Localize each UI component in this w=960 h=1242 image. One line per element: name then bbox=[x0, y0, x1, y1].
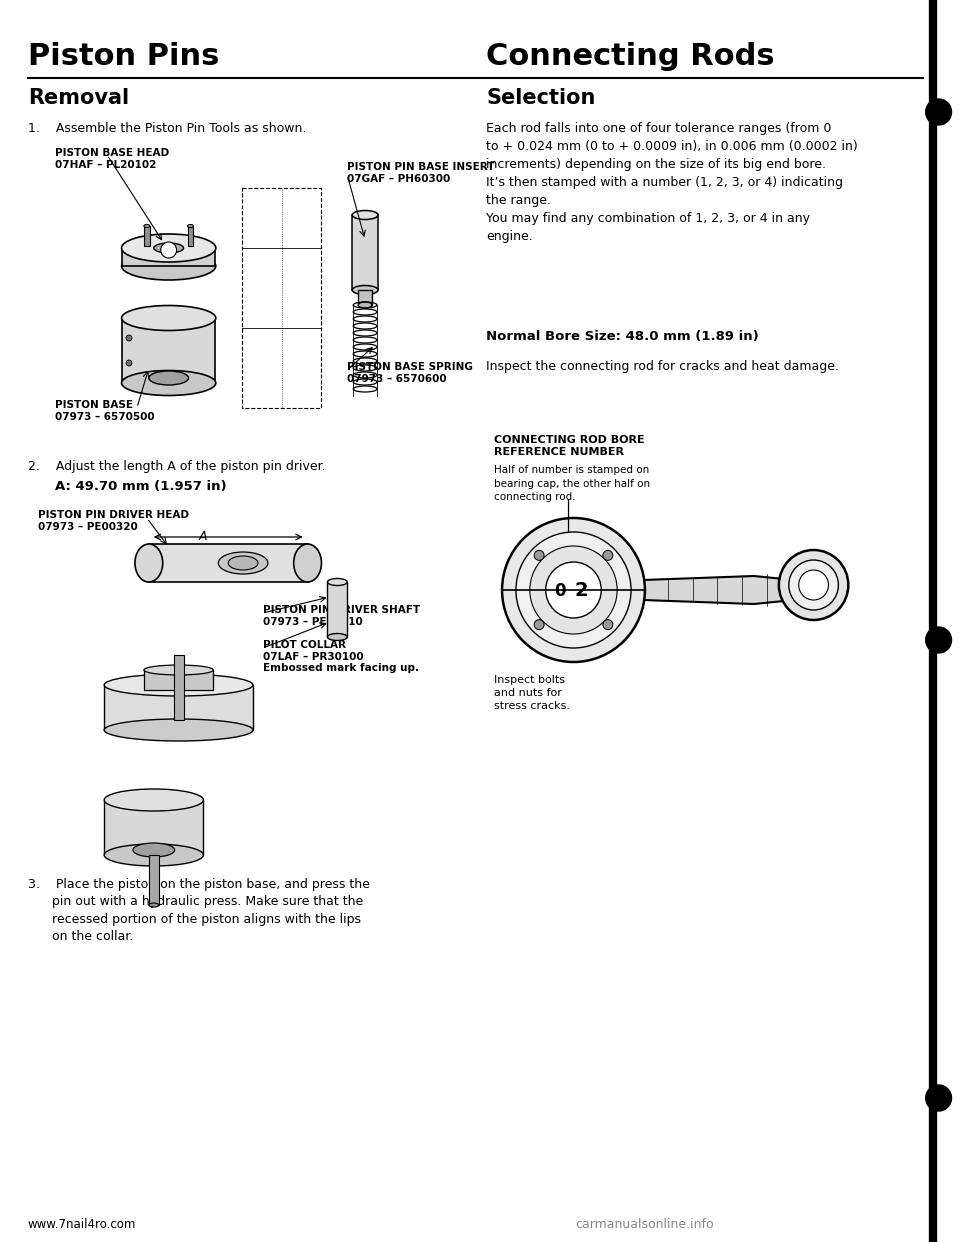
Ellipse shape bbox=[105, 674, 253, 696]
Bar bbox=[122, 318, 215, 383]
Circle shape bbox=[925, 99, 951, 125]
Text: 2.    Adjust the length A of the piston pin driver.: 2. Adjust the length A of the piston pin… bbox=[28, 460, 325, 473]
Bar bbox=[352, 215, 378, 289]
Circle shape bbox=[603, 620, 612, 630]
Ellipse shape bbox=[144, 664, 213, 674]
Ellipse shape bbox=[327, 579, 348, 585]
Text: Inspect the connecting rod for cracks and heat damage.: Inspect the connecting rod for cracks an… bbox=[486, 360, 839, 373]
Ellipse shape bbox=[327, 633, 348, 641]
Ellipse shape bbox=[187, 225, 194, 227]
Text: PISTON PIN BASE INSERT
07GAF – PH60300: PISTON PIN BASE INSERT 07GAF – PH60300 bbox=[348, 161, 494, 184]
Text: PISTON BASE HEAD
07HAF – PL20102: PISTON BASE HEAD 07HAF – PL20102 bbox=[55, 148, 169, 170]
Ellipse shape bbox=[135, 544, 162, 582]
Text: A: 49.70 mm (1.957 in): A: 49.70 mm (1.957 in) bbox=[55, 479, 227, 493]
Text: Inspect bolts
and nuts for
stress cracks.: Inspect bolts and nuts for stress cracks… bbox=[494, 674, 570, 712]
Text: PISTON BASE
07973 – 6570500: PISTON BASE 07973 – 6570500 bbox=[55, 400, 155, 421]
Ellipse shape bbox=[105, 719, 253, 741]
Circle shape bbox=[925, 627, 951, 653]
Circle shape bbox=[126, 360, 132, 366]
Ellipse shape bbox=[105, 789, 204, 811]
Circle shape bbox=[126, 335, 132, 342]
Ellipse shape bbox=[122, 252, 216, 279]
Polygon shape bbox=[794, 578, 804, 600]
Text: 3.    Place the piston on the piston base, and press the
      pin out with a hy: 3. Place the piston on the piston base, … bbox=[28, 878, 370, 944]
Ellipse shape bbox=[122, 233, 216, 262]
Text: Removal: Removal bbox=[28, 88, 129, 108]
Ellipse shape bbox=[149, 371, 188, 385]
Circle shape bbox=[534, 620, 544, 630]
Bar bbox=[327, 582, 348, 637]
Circle shape bbox=[160, 242, 177, 258]
Circle shape bbox=[789, 560, 838, 610]
Circle shape bbox=[545, 561, 601, 619]
Ellipse shape bbox=[352, 286, 378, 294]
Bar bbox=[105, 686, 253, 730]
Text: Each rod falls into one of four tolerance ranges (from 0
to + 0.024 mm (0 to + 0: Each rod falls into one of four toleranc… bbox=[486, 122, 858, 243]
Text: www.7nail4ro.com: www.7nail4ro.com bbox=[28, 1218, 136, 1231]
Bar bbox=[358, 289, 372, 306]
Text: Connecting Rods: Connecting Rods bbox=[486, 42, 775, 71]
Circle shape bbox=[502, 518, 645, 662]
Bar bbox=[122, 248, 215, 266]
Circle shape bbox=[925, 1086, 951, 1112]
Text: 0: 0 bbox=[554, 582, 565, 600]
Text: CONNECTING ROD BORE
REFERENCE NUMBER: CONNECTING ROD BORE REFERENCE NUMBER bbox=[494, 435, 645, 457]
Circle shape bbox=[779, 550, 849, 620]
Text: A: A bbox=[199, 530, 207, 543]
Text: PISTON PIN DRIVER HEAD
07973 – PE00320: PISTON PIN DRIVER HEAD 07973 – PE00320 bbox=[37, 510, 189, 532]
Text: 2: 2 bbox=[575, 581, 588, 600]
Bar bbox=[149, 854, 158, 905]
Bar bbox=[149, 544, 307, 582]
Text: Selection: Selection bbox=[486, 88, 595, 108]
Circle shape bbox=[534, 550, 544, 560]
Ellipse shape bbox=[154, 243, 183, 253]
Circle shape bbox=[603, 550, 612, 560]
Text: PILOT COLLAR
07LAF – PR30100
Embossed mark facing up.: PILOT COLLAR 07LAF – PR30100 Embossed ma… bbox=[263, 640, 419, 673]
Bar bbox=[105, 800, 204, 854]
Bar bbox=[187, 226, 194, 246]
Text: 1.    Assemble the Piston Pin Tools as shown.: 1. Assemble the Piston Pin Tools as show… bbox=[28, 122, 306, 135]
Bar bbox=[144, 669, 213, 691]
Bar bbox=[174, 655, 183, 720]
Text: Normal Bore Size: 48.0 mm (1.89 in): Normal Bore Size: 48.0 mm (1.89 in) bbox=[486, 330, 759, 343]
Ellipse shape bbox=[122, 370, 216, 395]
Text: PISTON PIN DRIVER SHAFT
07973 – PE00310: PISTON PIN DRIVER SHAFT 07973 – PE00310 bbox=[263, 605, 420, 627]
Circle shape bbox=[799, 570, 828, 600]
Ellipse shape bbox=[149, 903, 158, 907]
Bar bbox=[144, 226, 150, 246]
Ellipse shape bbox=[122, 306, 216, 330]
Ellipse shape bbox=[294, 544, 322, 582]
Text: Half of number is stamped on
bearing cap, the other half on
connecting rod.: Half of number is stamped on bearing cap… bbox=[494, 465, 650, 502]
Ellipse shape bbox=[352, 210, 378, 220]
Text: PISTON BASE SPRING
07973 – 6570600: PISTON BASE SPRING 07973 – 6570600 bbox=[348, 361, 473, 384]
Ellipse shape bbox=[218, 551, 268, 574]
Ellipse shape bbox=[358, 302, 372, 308]
Polygon shape bbox=[643, 576, 794, 604]
Circle shape bbox=[516, 532, 631, 648]
Bar bbox=[242, 188, 322, 409]
Ellipse shape bbox=[105, 845, 204, 866]
Circle shape bbox=[530, 546, 617, 633]
Text: carmanualsonline.info: carmanualsonline.info bbox=[575, 1218, 714, 1231]
Ellipse shape bbox=[132, 843, 175, 857]
Text: Piston Pins: Piston Pins bbox=[28, 42, 219, 71]
Ellipse shape bbox=[144, 225, 150, 227]
Ellipse shape bbox=[228, 556, 258, 570]
